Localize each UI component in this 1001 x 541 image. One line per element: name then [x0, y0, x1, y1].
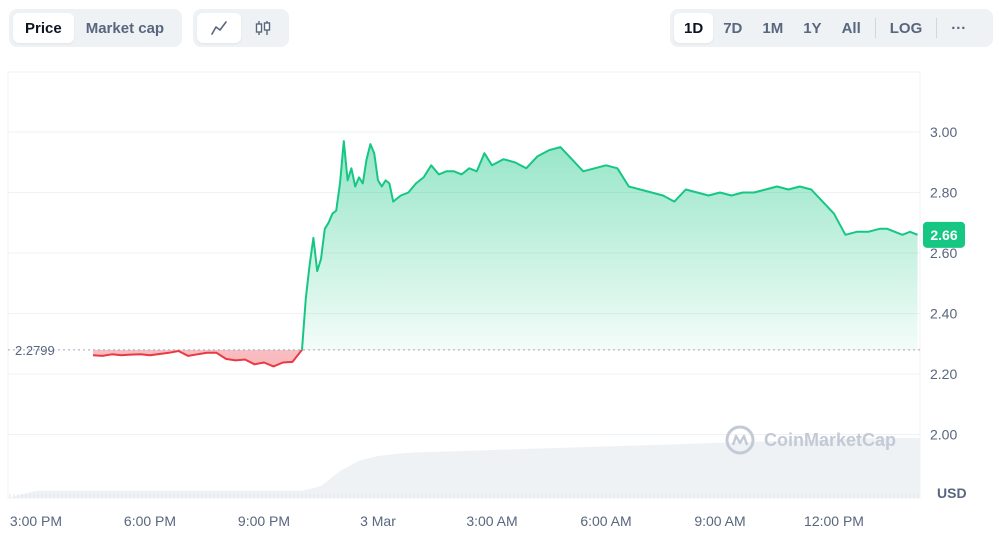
x-tick-label: 9:00 PM: [238, 513, 290, 529]
price-line-up: [300, 140, 918, 350]
y-tick-label: 3.00: [930, 124, 957, 140]
current-price-badge: 2.66: [923, 221, 965, 248]
x-tick-label: 3:00 AM: [466, 513, 517, 529]
price-tab[interactable]: Price: [13, 13, 74, 43]
x-tick-label: 3 Mar: [360, 513, 396, 529]
price-area: [93, 141, 918, 367]
chart-toolbar: Price Market cap 1D 7D 1M 1Y All LOG ···: [0, 9, 1001, 49]
currency-label: USD: [937, 485, 967, 501]
market-cap-tab[interactable]: Market cap: [85, 19, 165, 37]
y-tick-label: 2.20: [930, 366, 957, 382]
chart-type-switch: Price Market cap: [9, 9, 182, 47]
x-tick-label: 6:00 AM: [580, 513, 631, 529]
coinmarketcap-logo-icon: [725, 425, 755, 455]
range-7d-button[interactable]: 7D: [723, 19, 743, 37]
line-chart-icon: [211, 21, 227, 35]
price-chart[interactable]: 2.2799 CoinMarketCap 3.00 2.80 2.60 2.40 2.2…: [0, 60, 1001, 541]
area-above-base: [93, 141, 918, 350]
x-tick-label: 6:00 PM: [124, 513, 176, 529]
toolbar-divider: [874, 18, 876, 38]
y-tick-label: 2.60: [930, 245, 957, 261]
line-chart-button[interactable]: [197, 13, 241, 43]
price-line-down: [92, 349, 304, 368]
price-badge-label: 2.66: [930, 227, 957, 243]
time-range-switch: 1D 7D 1M 1Y All LOG ···: [670, 9, 993, 47]
range-1m-button[interactable]: 1M: [762, 19, 784, 37]
watermark-label: CoinMarketCap: [764, 430, 896, 450]
y-axis: 3.00 2.80 2.60 2.40 2.20 2.00 USD: [930, 124, 967, 501]
y-tick-label: 2.80: [930, 185, 957, 201]
range-1y-button[interactable]: 1Y: [803, 19, 822, 37]
volume-area: [8, 438, 920, 498]
log-scale-button[interactable]: LOG: [889, 19, 923, 37]
candlestick-chart-button[interactable]: [241, 13, 285, 43]
y-tick-label: 2.00: [930, 427, 957, 443]
x-tick-label: 9:00 AM: [694, 513, 745, 529]
price-badge-bg: [923, 221, 965, 248]
range-all-button[interactable]: All: [841, 19, 861, 37]
range-1d-button[interactable]: 1D: [674, 13, 714, 43]
chart-mode-switch: [193, 9, 289, 47]
base-price-line: 2.2799: [8, 343, 920, 358]
toolbar-divider: [936, 18, 938, 38]
candlestick-icon: [255, 21, 271, 35]
base-price-label: 2.2799: [15, 343, 55, 358]
volume-profile: [8, 438, 920, 498]
x-tick-label: 12:00 PM: [804, 513, 864, 529]
price-line: [92, 140, 918, 368]
x-axis: 3:00 PM 6:00 PM 9:00 PM 3 Mar 3:00 AM 6:00 AM…: [10, 513, 864, 529]
y-tick-label: 2.40: [930, 306, 957, 322]
watermark: CoinMarketCap: [725, 425, 896, 455]
x-tick-label: 3:00 PM: [10, 513, 62, 529]
more-options-button[interactable]: ···: [951, 19, 967, 37]
